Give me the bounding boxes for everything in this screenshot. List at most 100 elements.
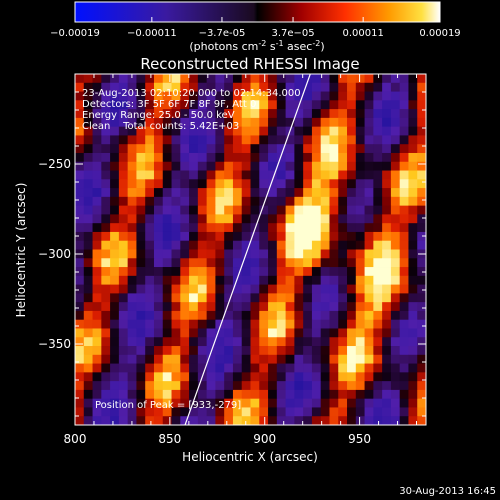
heatmap-cell [118, 381, 129, 391]
heatmap-cell [294, 302, 304, 312]
heatmap-cell [364, 258, 374, 268]
heatmap-cell [241, 275, 251, 286]
heatmap-cell [408, 337, 418, 347]
heatmap-cell [417, 91, 426, 101]
heatmap-cell [382, 407, 392, 417]
heatmap-cell [136, 249, 146, 259]
heatmap-cell [171, 82, 181, 92]
heatmap-cell [399, 275, 409, 286]
heatmap-cell [373, 319, 383, 329]
heatmap-cell [145, 100, 155, 110]
heatmap-cell [145, 144, 155, 154]
heatmap-cell [294, 381, 304, 391]
heatmap-cell [162, 170, 172, 180]
heatmap-cell [92, 144, 102, 154]
heatmap-cell [197, 179, 208, 189]
heatmap-cell [285, 310, 295, 321]
colorbar-tick-label: −3.7e-05 [199, 28, 246, 39]
heatmap-cell [232, 188, 243, 198]
heatmap-cell [215, 284, 225, 294]
heatmap-cell [83, 372, 93, 382]
heatmap-cell [417, 354, 426, 364]
heatmap-cell [162, 231, 172, 242]
heatmap-cell [127, 337, 137, 347]
heatmap-cell [75, 416, 85, 425]
heatmap-cell [224, 302, 234, 312]
heatmap-cell [224, 249, 234, 259]
heatmap-cell [224, 319, 234, 329]
heatmap-cell [311, 389, 322, 400]
heatmap-cell [373, 205, 383, 215]
heatmap-cell [110, 398, 120, 408]
heatmap-cell [320, 372, 330, 382]
heatmap-cell [83, 231, 93, 242]
heatmap-cell [224, 354, 234, 364]
heatmap-cell [276, 337, 287, 347]
heatmap-cell [355, 161, 365, 171]
heatmap-cell [241, 389, 251, 400]
heatmap-cell [417, 389, 426, 400]
heatmap-cell [206, 310, 216, 321]
heatmap-cell [171, 100, 181, 110]
heatmap-cell [338, 275, 348, 286]
heatmap-cell [417, 196, 426, 207]
heatmap-cell [206, 117, 216, 128]
heatmap-cell [364, 231, 374, 242]
heatmap-cell [197, 363, 208, 373]
heatmap-cell [215, 319, 225, 329]
heatmap-cell [171, 381, 181, 391]
heatmap-cell [162, 416, 172, 425]
heatmap-cell [189, 328, 199, 338]
heatmap-cell [338, 196, 348, 207]
heatmap-cell [101, 170, 111, 180]
heatmap-cell [347, 310, 357, 321]
heatmap-cell [241, 398, 251, 408]
heatmap-cell [382, 284, 392, 294]
heatmap-cell [101, 258, 111, 268]
heatmap-cell [180, 117, 190, 128]
heatmap-cell [171, 416, 181, 425]
heatmap-cell [171, 337, 181, 347]
heatmap-cell [232, 381, 243, 391]
heatmap-cell [145, 117, 155, 128]
heatmap-cell [215, 372, 225, 382]
heatmap-cell [189, 381, 199, 391]
heatmap-cell [145, 398, 155, 408]
heatmap-cell [382, 363, 392, 373]
heatmap-cell [197, 82, 208, 92]
heatmap-cell [189, 74, 199, 84]
heatmap-cell [399, 152, 409, 163]
heatmap-cell [189, 126, 199, 136]
heatmap-cell [145, 249, 155, 259]
heatmap-cell [268, 284, 278, 294]
heatmap-cell [259, 91, 269, 101]
heatmap-cell [241, 74, 251, 84]
heatmap-cell [320, 407, 330, 417]
heatmap-cell [136, 188, 146, 198]
heatmap-cell [276, 267, 287, 277]
heatmap-cell [145, 310, 155, 321]
heatmap-cell [118, 152, 129, 163]
heatmap-cell [294, 126, 304, 136]
heatmap-cell [206, 161, 216, 171]
heatmap-cell [171, 293, 181, 303]
heatmap-cell [162, 372, 172, 382]
heatmap-cell [311, 196, 322, 207]
heatmap-cell [294, 240, 304, 250]
heatmap-cell [338, 117, 348, 128]
heatmap-cell [382, 196, 392, 207]
heatmap-cell [92, 249, 102, 259]
heatmap-cell [399, 363, 409, 373]
heatmap-cell [189, 205, 199, 215]
heatmap-cell [311, 135, 322, 145]
heatmap-cell [382, 161, 392, 171]
heatmap-cell [224, 126, 234, 136]
heatmap-cell [127, 231, 137, 242]
heatmap-cell [347, 161, 357, 171]
heatmap-cell [303, 82, 313, 92]
heatmap-cell [364, 372, 374, 382]
heatmap-cell [250, 319, 260, 329]
heatmap-cell [329, 188, 339, 198]
heatmap-cell [285, 196, 295, 207]
heatmap-cell [92, 91, 102, 101]
